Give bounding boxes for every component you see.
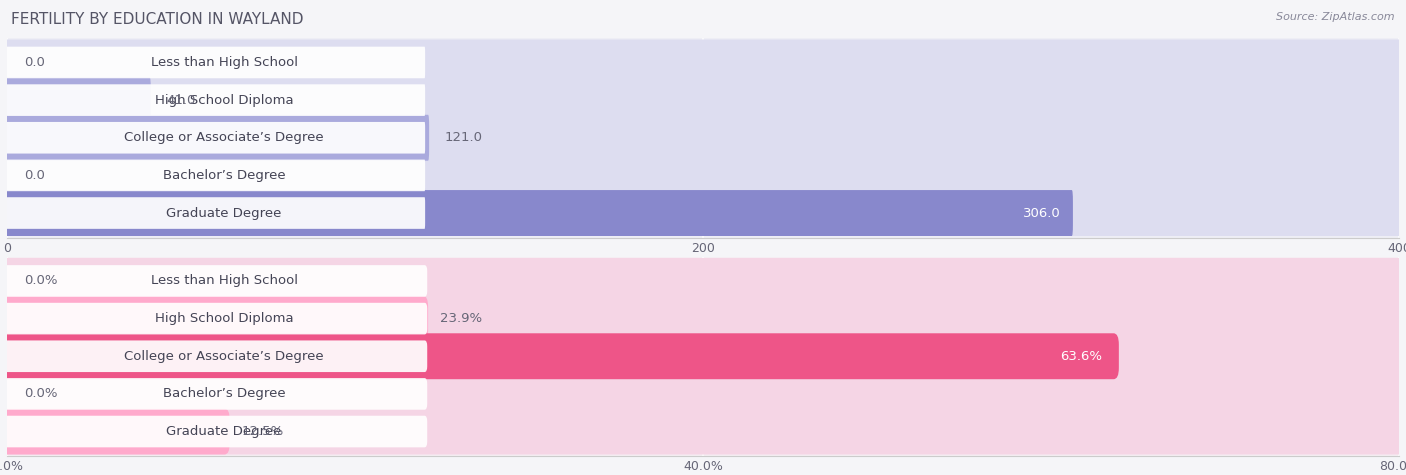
Text: 23.9%: 23.9%	[440, 312, 482, 325]
Text: 41.0: 41.0	[166, 94, 195, 106]
Text: College or Associate’s Degree: College or Associate’s Degree	[124, 350, 323, 363]
FancyBboxPatch shape	[7, 84, 425, 116]
FancyBboxPatch shape	[6, 115, 1400, 161]
Text: 12.5%: 12.5%	[242, 425, 284, 438]
FancyBboxPatch shape	[7, 47, 425, 78]
Text: 0.0%: 0.0%	[24, 275, 58, 287]
Text: Less than High School: Less than High School	[150, 275, 298, 287]
FancyBboxPatch shape	[1, 408, 1405, 455]
FancyBboxPatch shape	[7, 160, 425, 191]
FancyBboxPatch shape	[1, 333, 1119, 379]
Text: 0.0: 0.0	[24, 169, 45, 182]
FancyBboxPatch shape	[6, 190, 1073, 236]
FancyBboxPatch shape	[6, 77, 150, 123]
FancyBboxPatch shape	[1, 295, 1405, 342]
FancyBboxPatch shape	[1, 408, 229, 455]
FancyBboxPatch shape	[7, 122, 425, 153]
FancyBboxPatch shape	[6, 152, 1400, 199]
Text: 306.0: 306.0	[1024, 207, 1060, 219]
Text: Bachelor’s Degree: Bachelor’s Degree	[163, 388, 285, 400]
Text: College or Associate’s Degree: College or Associate’s Degree	[124, 131, 323, 144]
FancyBboxPatch shape	[1, 333, 1405, 379]
FancyBboxPatch shape	[1, 295, 427, 342]
Text: Graduate Degree: Graduate Degree	[166, 425, 281, 438]
Text: High School Diploma: High School Diploma	[155, 94, 294, 106]
FancyBboxPatch shape	[1, 371, 1405, 417]
Text: 63.6%: 63.6%	[1060, 350, 1102, 363]
Text: Graduate Degree: Graduate Degree	[166, 207, 281, 219]
Text: Bachelor’s Degree: Bachelor’s Degree	[163, 169, 285, 182]
FancyBboxPatch shape	[4, 416, 427, 447]
Text: FERTILITY BY EDUCATION IN WAYLAND: FERTILITY BY EDUCATION IN WAYLAND	[11, 12, 304, 27]
FancyBboxPatch shape	[4, 378, 427, 410]
FancyBboxPatch shape	[4, 265, 427, 297]
Text: High School Diploma: High School Diploma	[155, 312, 294, 325]
Text: 0.0: 0.0	[24, 56, 45, 69]
Text: 0.0%: 0.0%	[24, 388, 58, 400]
FancyBboxPatch shape	[7, 197, 425, 229]
Text: Source: ZipAtlas.com: Source: ZipAtlas.com	[1277, 12, 1395, 22]
FancyBboxPatch shape	[1, 258, 1405, 304]
Text: Less than High School: Less than High School	[150, 56, 298, 69]
FancyBboxPatch shape	[6, 115, 429, 161]
FancyBboxPatch shape	[6, 39, 1400, 86]
Text: 121.0: 121.0	[444, 131, 482, 144]
FancyBboxPatch shape	[6, 77, 1400, 123]
FancyBboxPatch shape	[4, 341, 427, 372]
FancyBboxPatch shape	[4, 303, 427, 334]
FancyBboxPatch shape	[6, 190, 1400, 236]
